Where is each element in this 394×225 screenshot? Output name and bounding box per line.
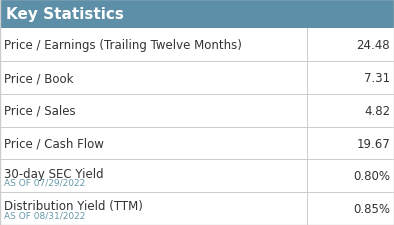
Text: Price / Cash Flow: Price / Cash Flow [4, 137, 104, 150]
Text: 0.85%: 0.85% [353, 202, 390, 215]
Text: Key Statistics: Key Statistics [6, 7, 124, 22]
Text: Price / Earnings (Trailing Twelve Months): Price / Earnings (Trailing Twelve Months… [4, 39, 242, 52]
Text: AS OF 07/29/2022: AS OF 07/29/2022 [4, 178, 85, 187]
Text: 4.82: 4.82 [364, 104, 390, 117]
Text: 30-day SEC Yield: 30-day SEC Yield [4, 167, 104, 180]
Text: 0.80%: 0.80% [353, 170, 390, 182]
Text: 19.67: 19.67 [356, 137, 390, 150]
Text: AS OF 08/31/2022: AS OF 08/31/2022 [4, 210, 85, 219]
Text: Price / Book: Price / Book [4, 72, 73, 85]
FancyBboxPatch shape [0, 0, 394, 29]
Text: Price / Sales: Price / Sales [4, 104, 76, 117]
Text: 24.48: 24.48 [357, 39, 390, 52]
Text: 7.31: 7.31 [364, 72, 390, 85]
Text: Distribution Yield (TTM): Distribution Yield (TTM) [4, 200, 143, 213]
